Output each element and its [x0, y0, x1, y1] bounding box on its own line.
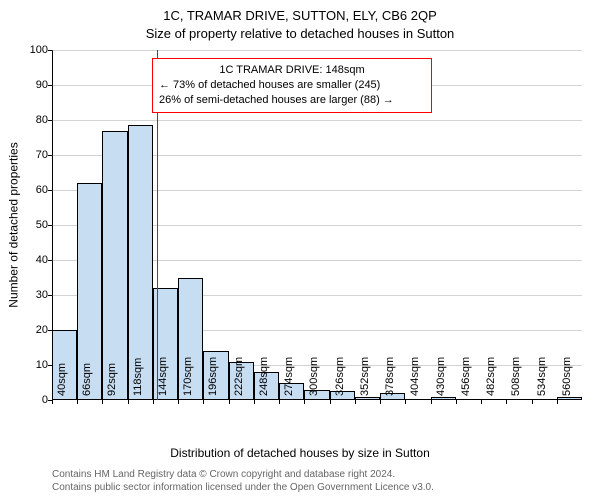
y-axis-label-wrap: Number of detached properties [6, 50, 22, 400]
xtick-label: 118sqm [132, 358, 144, 396]
x-axis-label: Distribution of detached houses by size … [0, 446, 600, 460]
annotation-line: ← 73% of detached houses are smaller (24… [159, 78, 425, 93]
ytick-mark [48, 50, 52, 51]
xtick-label: 274sqm [283, 357, 295, 396]
xtick-mark [380, 400, 381, 404]
xtick-mark [77, 400, 78, 404]
xtick-label: 482sqm [485, 357, 497, 396]
annotation-line: 26% of semi-detached houses are larger (… [159, 93, 425, 108]
ytick-label: 40 [22, 254, 48, 266]
xtick-label: 222sqm [233, 357, 245, 396]
chart-title-line2: Size of property relative to detached ho… [0, 26, 600, 41]
ytick-label: 90 [22, 79, 48, 91]
xtick-label: 352sqm [359, 357, 371, 396]
ytick-mark [48, 260, 52, 261]
xtick-mark [203, 400, 204, 404]
plot-inner: 010203040506070809010040sqm66sqm92sqm118… [52, 50, 582, 400]
y-axis-label: Number of detached properties [7, 142, 21, 307]
xtick-label: 144sqm [157, 357, 169, 396]
xtick-label: 534sqm [536, 357, 548, 396]
xtick-mark [532, 400, 533, 404]
xtick-label: 508sqm [510, 357, 522, 396]
xtick-mark [405, 400, 406, 404]
ytick-label: 20 [22, 324, 48, 336]
xtick-mark [355, 400, 356, 404]
ytick-mark [48, 85, 52, 86]
ytick-mark [48, 155, 52, 156]
xtick-mark [153, 400, 154, 404]
chart-title-line1: 1C, TRAMAR DRIVE, SUTTON, ELY, CB6 2QP [0, 8, 600, 23]
plot-area: 010203040506070809010040sqm66sqm92sqm118… [52, 50, 582, 400]
ytick-label: 30 [22, 289, 48, 301]
xtick-mark [304, 400, 305, 404]
xtick-mark [52, 400, 53, 404]
histogram-bar [557, 397, 582, 401]
attribution: Contains HM Land Registry data © Crown c… [52, 468, 590, 494]
xtick-label: 196sqm [207, 357, 219, 396]
chart-container: { "titles": { "line1": "1C, TRAMAR DRIVE… [0, 0, 600, 500]
attribution-line2: Contains public sector information licen… [52, 481, 590, 494]
ytick-mark [48, 225, 52, 226]
xtick-mark [254, 400, 255, 404]
xtick-label: 170sqm [182, 357, 194, 396]
ytick-label: 50 [22, 219, 48, 231]
attribution-line1: Contains HM Land Registry data © Crown c… [52, 468, 590, 481]
ytick-mark [48, 120, 52, 121]
xtick-mark [506, 400, 507, 404]
xtick-label: 378sqm [384, 357, 396, 396]
xtick-label: 430sqm [435, 357, 447, 396]
annotation-box: 1C TRAMAR DRIVE: 148sqm← 73% of detached… [152, 58, 432, 113]
annotation-line: 1C TRAMAR DRIVE: 148sqm [159, 63, 425, 78]
xtick-mark [330, 400, 331, 404]
xtick-mark [102, 400, 103, 404]
xtick-mark [557, 400, 558, 404]
ytick-label: 70 [22, 149, 48, 161]
ytick-label: 10 [22, 359, 48, 371]
ytick-label: 60 [22, 184, 48, 196]
xtick-mark [481, 400, 482, 404]
gridline [52, 120, 582, 121]
ytick-label: 80 [22, 114, 48, 126]
xtick-mark [128, 400, 129, 404]
histogram-bar [102, 131, 127, 401]
xtick-mark [431, 400, 432, 404]
histogram-bar [431, 397, 456, 401]
xtick-label: 248sqm [258, 357, 270, 396]
xtick-label: 326sqm [334, 357, 346, 396]
xtick-label: 92sqm [106, 363, 118, 396]
ytick-label: 0 [22, 394, 48, 406]
ytick-label: 100 [22, 44, 48, 56]
xtick-label: 40sqm [56, 363, 68, 396]
gridline [52, 50, 582, 51]
xtick-label: 404sqm [409, 357, 421, 396]
xtick-label: 66sqm [81, 363, 93, 396]
xtick-label: 456sqm [460, 357, 472, 396]
xtick-label: 560sqm [561, 357, 573, 396]
ytick-mark [48, 190, 52, 191]
xtick-mark [229, 400, 230, 404]
xtick-mark [456, 400, 457, 404]
xtick-label: 300sqm [308, 357, 320, 396]
xtick-mark [178, 400, 179, 404]
ytick-mark [48, 295, 52, 296]
histogram-bar [355, 397, 380, 401]
xtick-mark [279, 400, 280, 404]
